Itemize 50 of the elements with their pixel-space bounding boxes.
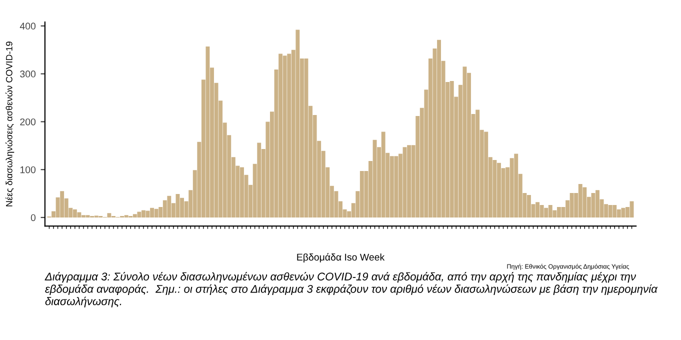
bar: [107, 213, 112, 218]
bar: [540, 205, 544, 218]
bar: [167, 196, 172, 218]
bar: [162, 200, 167, 218]
bar: [296, 30, 300, 218]
bar: [137, 212, 142, 218]
bar: [257, 142, 262, 218]
x-axis-title: Εβδομάδα Iso Week: [297, 253, 385, 263]
bar: [492, 160, 497, 218]
bar: [536, 202, 540, 218]
bar: [616, 209, 621, 218]
bar: [514, 154, 518, 218]
bar: [278, 54, 283, 218]
bar: [570, 193, 574, 218]
bar: [621, 208, 626, 218]
bar: [582, 187, 587, 218]
y-axis-title: Νέες διασωληνώσεις ασθενών COVID-19: [5, 42, 14, 206]
bar: [282, 56, 287, 218]
bar: [394, 156, 398, 218]
bar: [450, 81, 454, 218]
y-tick-label: 100: [20, 166, 36, 174]
bar: [548, 205, 552, 218]
bar: [476, 110, 480, 218]
bar: [484, 132, 488, 218]
bar: [381, 132, 386, 218]
bar: [578, 184, 582, 218]
bar: [77, 212, 82, 218]
bar: [591, 193, 596, 218]
bar: [462, 66, 467, 218]
bar: [72, 209, 77, 218]
bar: [510, 158, 514, 218]
y-tick-label: 300: [20, 70, 36, 78]
bar: [132, 214, 137, 218]
bar: [608, 205, 612, 218]
bar: [612, 205, 617, 218]
bar: [141, 210, 146, 218]
bar: [60, 191, 64, 218]
bar: [556, 206, 561, 218]
bar: [154, 208, 158, 218]
bar: [630, 201, 634, 218]
y-tick-label: 200: [20, 118, 36, 126]
y-tick-label: 0: [30, 214, 36, 222]
text: Διάγραμμα 3: Σύνολο νέων διασωληνωμένων ασθενών COVID-19 ανά εβδομάδα, από την αρχή της πανδημίας μέχρι την εβδομάδα αναφοράς. Σημ.: οι στήλες στο Διάγραμμα 3 εκφράζουν τον αριθμό νέων διασωληνώσεων με βάση την ημερομηνία διασωλήνωσης.: [44, 272, 658, 308]
bar: [206, 46, 210, 218]
bar: [390, 156, 394, 218]
bar: [360, 171, 364, 218]
bar: [287, 54, 292, 218]
y-tick-label: 400: [20, 22, 36, 30]
bar: [407, 145, 412, 218]
bar: [544, 208, 548, 218]
